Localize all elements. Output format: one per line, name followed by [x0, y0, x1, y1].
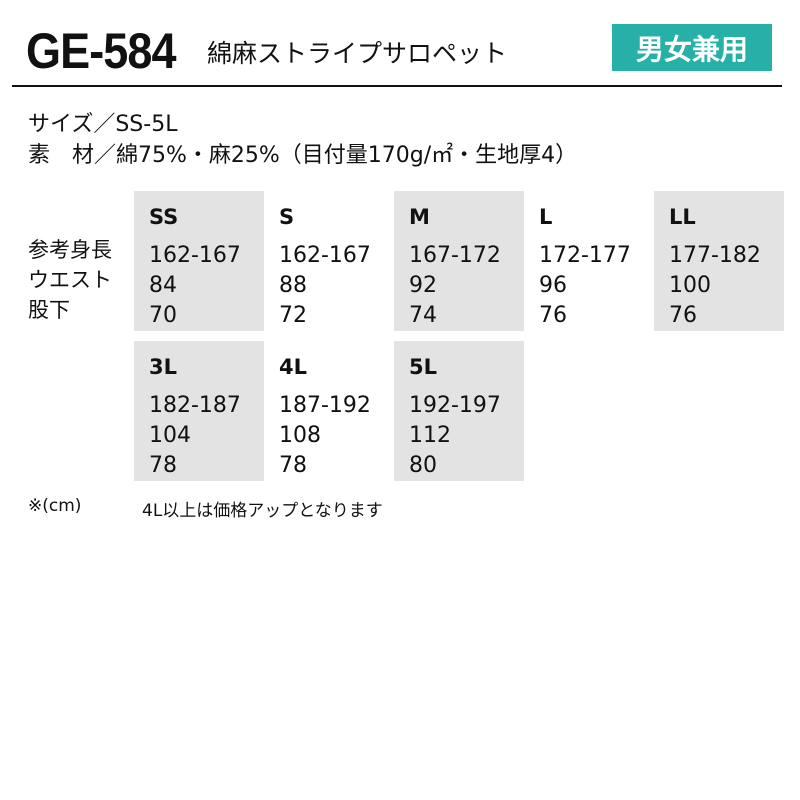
size-inseam: 78: [279, 453, 307, 478]
size-waist: 108: [279, 423, 321, 448]
size-cell-ll: LL 177-182 100 76: [654, 191, 784, 331]
size-size: 3L: [149, 355, 177, 379]
size-waist: 112: [409, 423, 451, 448]
size-cell-3l: 3L 182-187 104 78: [134, 341, 264, 481]
product-name: 綿麻ストライプサロペット: [207, 39, 508, 68]
unisex-badge: 男女兼用: [612, 24, 772, 71]
size-size: 4L: [279, 355, 307, 379]
size-size: LL: [669, 205, 696, 229]
size-size: L: [539, 205, 553, 229]
size-height: 182-187: [149, 393, 241, 418]
size-inseam: 72: [279, 303, 307, 328]
surcharge-note: 4L以上は価格アップとなります: [142, 501, 383, 521]
size-waist: 100: [669, 273, 711, 298]
product-code: GE-584: [26, 23, 177, 79]
size-height: 177-182: [669, 243, 761, 268]
size-inseam: 76: [669, 303, 697, 328]
size-inseam: 76: [539, 303, 567, 328]
label-height: 参考身長: [28, 238, 112, 262]
size-waist: 92: [409, 273, 437, 298]
size-height: 162-167: [279, 243, 371, 268]
size-size: S: [279, 205, 295, 229]
size-inseam: 80: [409, 453, 437, 478]
size-size: SS: [149, 205, 179, 229]
size-cell-4l: 4L 187-192 108 78: [264, 341, 394, 481]
size-height: 187-192: [279, 393, 371, 418]
material: 素 材／綿75%・麻25%（目付量170g/㎡・生地厚4）: [28, 143, 578, 168]
size-waist: 104: [149, 423, 191, 448]
unit-note: ※(cm): [28, 496, 82, 516]
size-height: 167-172: [409, 243, 501, 268]
label-waist: ウエスト: [28, 268, 112, 292]
size-height: 192-197: [409, 393, 501, 418]
size-size: 5L: [409, 355, 437, 379]
row-labels: 参考身長 ウエスト 股下: [28, 235, 112, 325]
divider: [12, 85, 782, 87]
size-inseam: 78: [149, 453, 177, 478]
size-waist: 96: [539, 273, 567, 298]
size-cell-5l: 5L 192-197 112 80: [394, 341, 524, 481]
size-height: 172-177: [539, 243, 631, 268]
size-cell-m: M 167-172 92 74: [394, 191, 524, 331]
size-cell-s: S 162-167 88 72: [264, 191, 394, 331]
size-cell-l: L 172-177 96 76: [524, 191, 654, 331]
size-cell-ss: SS 162-167 84 70: [134, 191, 264, 331]
size-height: 162-167: [149, 243, 241, 268]
size-size: M: [409, 205, 430, 229]
size-waist: 88: [279, 273, 307, 298]
label-inseam: 股下: [28, 298, 70, 322]
size-waist: 84: [149, 273, 177, 298]
size-range: サイズ／SS-5L: [28, 112, 178, 137]
size-inseam: 74: [409, 303, 437, 328]
size-inseam: 70: [149, 303, 177, 328]
